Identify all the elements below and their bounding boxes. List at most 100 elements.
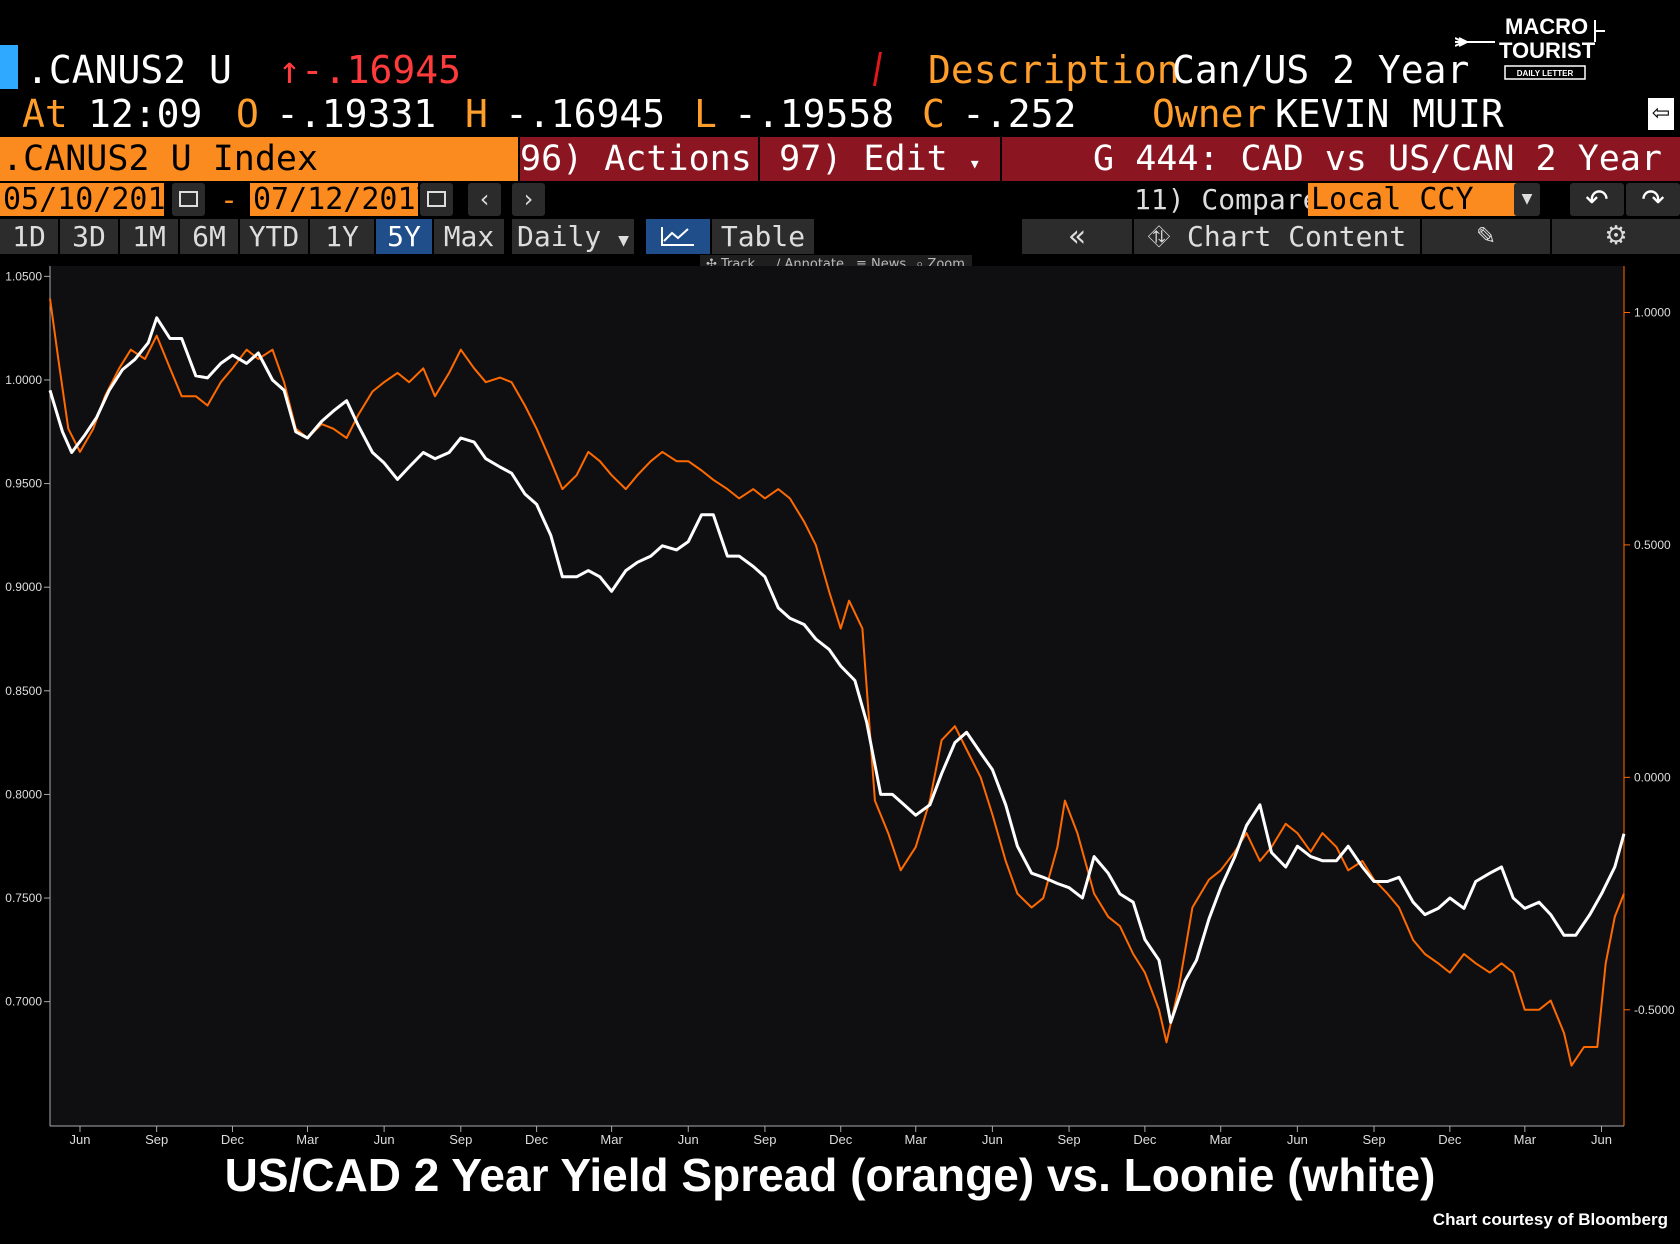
line-chart-view-button[interactable] — [646, 219, 710, 254]
export-icon[interactable]: ⇦ — [1648, 98, 1674, 130]
frequency-select[interactable]: Daily ▼ — [512, 219, 634, 254]
open-value: -.19331 — [276, 92, 437, 136]
frequency-caret-icon: ▼ — [618, 230, 629, 251]
last-value: ↑-.16945 — [278, 48, 462, 92]
right-tick-label: -0.5000 — [1634, 1003, 1675, 1017]
range-tab-max[interactable]: Max — [434, 219, 504, 254]
x-tick-label: Sep — [1057, 1132, 1080, 1147]
right-axis: 1.0000 0.5000 0.0000 -0.5000 — [1623, 266, 1675, 1126]
right-tick-label: 1.0000 — [1634, 305, 1671, 319]
description-value: Can/US 2 Year — [1172, 48, 1470, 92]
edit-label: 97) Edit — [779, 139, 948, 179]
high-value: -.16945 — [505, 92, 666, 136]
end-calendar-icon[interactable] — [420, 183, 453, 216]
start-date-field[interactable]: 05/10/2012 — [0, 183, 184, 217]
at-label: At — [22, 92, 68, 136]
prev-period-chevron-icon[interactable]: ‹ — [468, 183, 501, 216]
x-tick-label: Jun — [1591, 1132, 1612, 1147]
left-tick-label: 0.8000 — [5, 787, 42, 801]
line-chart-icon — [661, 227, 694, 246]
left-tick-label: 1.0500 — [5, 269, 42, 283]
x-tick-label: Dec — [1133, 1132, 1157, 1147]
table-view-tab[interactable]: Table — [712, 219, 814, 254]
x-tick-label: Dec — [221, 1132, 245, 1147]
range-tab-5y[interactable]: 5Y — [376, 219, 432, 254]
collapse-double-chevron-icon[interactable]: « — [1022, 219, 1132, 254]
left-axis: 1.0500 1.0000 0.9500 0.9000 0.8500 0.8000 0.75… — [5, 266, 51, 1126]
yield-spread-vs-loonie-chart: 1.0500 1.0000 0.9500 0.9000 0.8500 0.8000 0.75… — [5, 266, 1675, 1147]
x-tick-label: Jun — [982, 1132, 1003, 1147]
chart-content-label: Chart Content — [1187, 220, 1407, 253]
range-tab-1d[interactable]: 1D — [0, 219, 58, 254]
compare-dropdown-icon[interactable]: ▼ — [1514, 183, 1540, 216]
logo-line1: MACRO — [1505, 14, 1588, 39]
x-tick-label: Mar — [600, 1132, 623, 1147]
range-tab-1y[interactable]: 1Y — [310, 219, 374, 254]
end-date-field[interactable]: 07/12/2017 — [250, 183, 434, 217]
left-tick-label: 0.7000 — [5, 995, 42, 1009]
x-axis: JunSep2012DecMarJun2013SepDecMarJun2014S… — [50, 1125, 1624, 1147]
close-value: -.252 — [962, 92, 1077, 136]
edit-caret-icon: ▾ — [968, 151, 981, 175]
x-tick-label: Dec — [829, 1132, 853, 1147]
x-tick-label: Sep — [753, 1132, 776, 1147]
chart-credit: Chart courtesy of Bloomberg — [1432, 1210, 1668, 1229]
redo-icon[interactable]: ↷ — [1626, 183, 1680, 216]
x-tick-label: Jun — [70, 1132, 91, 1147]
owner-value: KEVIN MUIR — [1275, 92, 1504, 136]
next-period-chevron-icon[interactable]: › — [512, 183, 545, 216]
graph-title: G 444: CAD vs US/CAN 2 Year — [1002, 137, 1680, 181]
ticker-marker — [0, 45, 18, 89]
logo-line2: TOURIST — [1499, 38, 1596, 63]
settings-gear-icon[interactable]: ⚙ — [1552, 219, 1680, 254]
range-tab-6m[interactable]: 6M — [180, 219, 238, 254]
undo-icon[interactable]: ↶ — [1570, 183, 1624, 216]
low-value: -.19558 — [734, 92, 895, 136]
description-label: Description — [928, 48, 1180, 92]
date-separator: - — [220, 183, 239, 218]
security-toolbar: .CANUS2 U Index 96) Actions ▾ 97) Edit ▾… — [0, 137, 1680, 181]
right-tick-label: 0.5000 — [1634, 538, 1671, 552]
chart-title: US/CAD 2 Year Yield Spread (orange) vs. … — [224, 1149, 1436, 1201]
ticker: .CANUS2 U — [26, 48, 232, 92]
left-tick-label: 0.8500 — [5, 684, 42, 698]
compare-select[interactable]: Local CCY — [1308, 183, 1520, 217]
x-tick-label: Mar — [1514, 1132, 1537, 1147]
x-tick-label: Jun — [1287, 1132, 1308, 1147]
chart-content-button[interactable]: ⛗ Chart Content — [1134, 219, 1420, 254]
macro-tourist-logo: MACRO TOURIST DAILY LETTER — [1454, 10, 1605, 85]
annotate-edit-icon[interactable]: ✎ — [1422, 219, 1550, 254]
edit-menu[interactable]: 97) Edit ▾ — [760, 137, 1000, 181]
compare-label: 11) Compare — [1134, 183, 1320, 216]
left-tick-label: 0.7500 — [5, 891, 42, 905]
open-label: O — [236, 92, 259, 136]
x-tick-label: Jun — [678, 1132, 699, 1147]
left-tick-label: 0.9500 — [5, 477, 42, 491]
security-field[interactable]: .CANUS2 U Index — [0, 137, 518, 181]
chart-content-icon: ⛗ — [1147, 220, 1171, 253]
range-tab-1m[interactable]: 1M — [120, 219, 178, 254]
right-tick-label: 0.0000 — [1634, 770, 1671, 784]
x-tick-label: Mar — [296, 1132, 319, 1147]
logo-line3: DAILY LETTER — [1517, 69, 1574, 78]
range-tab-ytd[interactable]: YTD — [240, 219, 308, 254]
left-tick-label: 1.0000 — [5, 373, 42, 387]
x-tick-label: Jun — [374, 1132, 395, 1147]
actions-menu[interactable]: 96) Actions ▾ — [520, 137, 785, 181]
start-calendar-icon[interactable] — [172, 183, 205, 216]
tick-spark-icon — [873, 52, 882, 86]
owner-label: Owner — [1152, 92, 1267, 136]
actions-label: 96) Actions — [520, 139, 752, 179]
x-tick-label: Sep — [1362, 1132, 1385, 1147]
range-tab-3d[interactable]: 3D — [60, 219, 118, 254]
left-tick-label: 0.9000 — [5, 580, 42, 594]
x-tick-label: Mar — [905, 1132, 928, 1147]
x-tick-label: Dec — [1438, 1132, 1462, 1147]
frequency-label: Daily — [517, 220, 602, 253]
x-tick-label: Sep — [449, 1132, 472, 1147]
series-line-loonie — [48, 316, 1626, 1024]
x-tick-label: Sep — [145, 1132, 168, 1147]
close-label: C — [922, 92, 945, 136]
x-tick-label: Dec — [525, 1132, 549, 1147]
time-value: 12:09 — [88, 92, 203, 136]
